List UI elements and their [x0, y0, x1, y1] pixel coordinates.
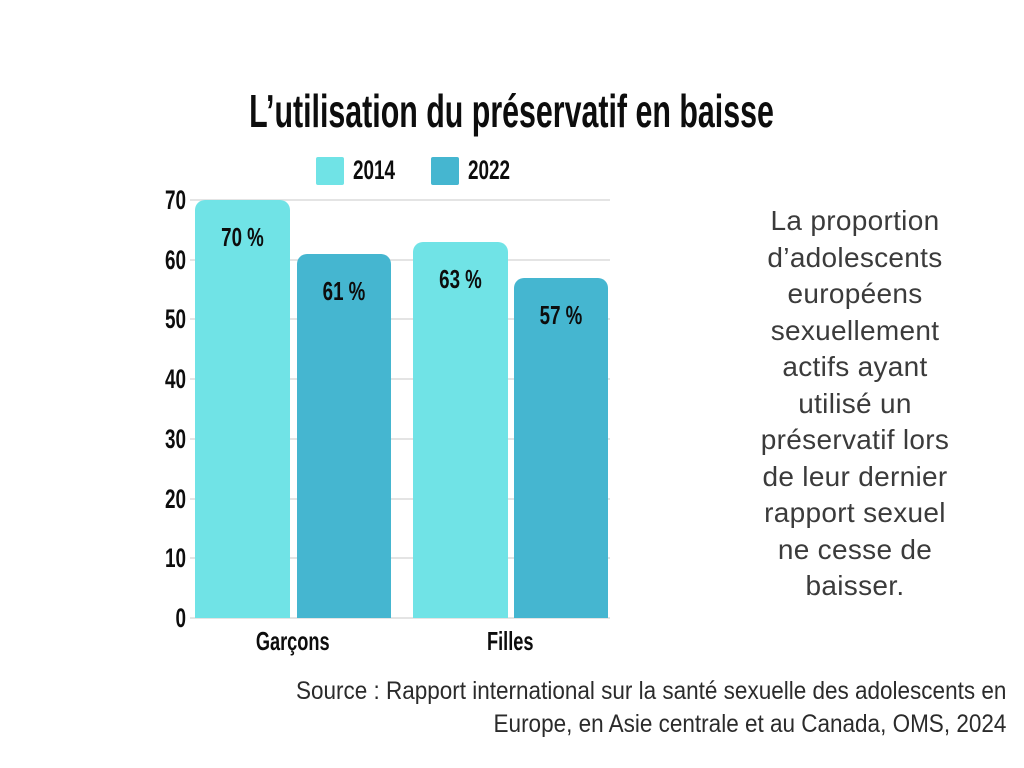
bar-value-label: 57 %: [539, 299, 583, 330]
legend-item-2014: 2014: [316, 155, 413, 186]
description-text: La proportion d’adolescents européens se…: [760, 205, 950, 601]
legend-swatch-2014: [316, 156, 344, 185]
bar-value-label: 70 %: [221, 222, 264, 252]
gridline: [190, 318, 610, 321]
chart-legend: 2014 2022: [316, 155, 546, 186]
bar-value-label: 63 %: [439, 263, 482, 294]
y-axis-labels: 0 10 20 30 40 50 60 70: [148, 185, 186, 633]
gridline: [190, 437, 610, 440]
gridline: [190, 199, 610, 201]
legend-item-2022: 2022: [431, 155, 528, 186]
legend-swatch-2022: [431, 156, 460, 185]
y-tick-label: 40: [164, 364, 186, 395]
legend-label-2014: 2014: [353, 155, 396, 185]
legend-label-2022: 2022: [468, 155, 511, 185]
source-text-inner: Source : Rapport international sur la sa…: [295, 677, 1006, 738]
y-tick-label: 50: [164, 304, 186, 335]
y-tick-label: 0: [175, 603, 186, 633]
bar-garcons-2014: 70 %: [195, 200, 290, 618]
gridline: [190, 378, 610, 381]
bar-filles-2014: 63 %: [413, 241, 508, 618]
bar-value-label: 61 %: [322, 275, 366, 306]
x-axis-label-filles: Filles: [487, 626, 534, 656]
source-text: Source : Rapport international sur la sa…: [200, 675, 1006, 741]
gridline: [190, 617, 610, 619]
gridline: [190, 258, 610, 261]
gridline: [190, 557, 610, 560]
y-tick-label: 60: [164, 244, 186, 275]
bar-garcons-2022: 61 %: [297, 253, 391, 618]
y-tick-label: 70: [164, 185, 186, 215]
bar-chart-plot-area: 70 % 61 % 63 % 57 %: [190, 199, 610, 619]
y-tick-label: 20: [164, 483, 186, 514]
y-tick-label: 10: [164, 543, 186, 574]
gridline: [190, 497, 610, 500]
y-tick-label: 30: [164, 423, 186, 454]
x-axis-label-garcons: Garçons: [256, 626, 330, 656]
page-title-text: L’utilisation du préservatif en baisse: [249, 84, 775, 137]
bar-filles-2022: 57 %: [514, 277, 608, 618]
page-title: L’utilisation du préservatif en baisse: [0, 84, 1024, 137]
